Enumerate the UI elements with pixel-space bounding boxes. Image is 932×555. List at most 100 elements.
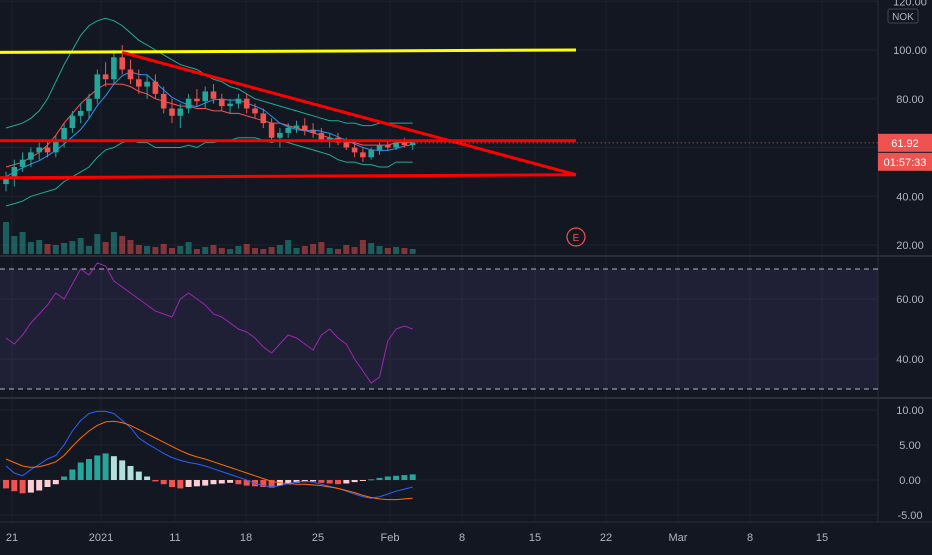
candle-body: [227, 103, 233, 107]
volume-bar: [335, 249, 341, 254]
candle-body: [19, 159, 26, 167]
macd-histogram-bar: [285, 480, 292, 485]
macd-histogram-bar: [69, 469, 76, 480]
macd-histogram-bar: [227, 480, 234, 483]
macd-histogram-bar: [310, 480, 317, 482]
volume-bar: [77, 238, 84, 254]
candle-body: [360, 152, 366, 158]
candle-body: [3, 176, 9, 185]
macd-pane: [3, 410, 416, 501]
candle-body: [69, 115, 76, 128]
macd-histogram-bar: [326, 480, 333, 484]
time-tick-label: 8: [459, 532, 465, 544]
candle-body: [285, 128, 291, 133]
rsi-line: [5, 262, 413, 384]
macd-histogram-bar: [11, 480, 18, 492]
candle-body: [102, 74, 109, 80]
earnings-marker: [566, 227, 586, 247]
currency-box: [887, 8, 919, 24]
macd-histogram-bar: [393, 475, 400, 480]
volume-bar: [276, 245, 283, 254]
countdown-label: 01:57:33: [884, 157, 927, 169]
candle-body: [36, 147, 42, 153]
candle-body: [252, 108, 258, 114]
volume-bar: [202, 247, 209, 254]
candle-body: [393, 142, 399, 148]
time-tick-label: 25: [312, 532, 324, 544]
price-tick-label: 100.00: [893, 45, 927, 57]
macd-histogram-bar: [401, 475, 408, 480]
volume-bar: [285, 240, 292, 254]
macd-histogram-bar: [94, 455, 101, 480]
support-line-lower: [0, 173, 577, 180]
macd-histogram-bar: [61, 476, 68, 480]
volume-bar: [94, 234, 101, 254]
candle-body: [368, 149, 374, 158]
volume-bar: [185, 242, 192, 254]
candle-body: [343, 142, 350, 148]
candle-body: [293, 125, 300, 128]
macd-histogram-bar: [119, 460, 126, 480]
candle-body: [318, 132, 325, 141]
candle-body: [86, 98, 92, 111]
candle-body: [219, 98, 225, 107]
macd-histogram-bar: [335, 480, 341, 485]
candle-body: [77, 110, 84, 116]
macd-histogram-bar: [127, 466, 134, 480]
price-tick-label: 20.00: [896, 240, 924, 252]
volume-bar: [27, 242, 34, 254]
last-price-label: 61.92: [891, 138, 919, 150]
time-tick-label: 18: [240, 532, 252, 544]
macd-line: [5, 410, 413, 499]
candle-body: [185, 98, 192, 109]
candle-body: [326, 137, 333, 141]
volume-bar: [144, 246, 151, 254]
volume-bar: [102, 242, 109, 254]
macd-histogram-bar: [260, 480, 267, 487]
earnings-label: E: [573, 233, 580, 244]
volume-bar: [401, 248, 408, 254]
volume-bar: [36, 240, 43, 254]
candle-body: [160, 93, 167, 109]
countdown-badge: [878, 152, 932, 171]
candle-body: [144, 81, 150, 87]
time-tick-label: 2021: [89, 532, 113, 544]
macd-histogram-bar: [293, 480, 300, 483]
time-tick-label: 11: [169, 532, 180, 544]
candle-body: [235, 98, 242, 104]
volume-bar: [52, 245, 59, 254]
candle-body: [11, 167, 18, 177]
macd-histogram-bar: [44, 480, 51, 487]
macd-histogram-bar: [185, 480, 192, 487]
candle-body: [119, 57, 125, 70]
volume-bar: [310, 244, 317, 254]
macd-histogram-bar: [177, 480, 184, 489]
macd-tick-label: 0.00: [899, 475, 920, 487]
volume-bar: [326, 248, 333, 254]
macd-histogram-bar: [144, 476, 151, 480]
macd-histogram-bar: [343, 480, 350, 484]
time-tick-label: 21: [6, 532, 18, 544]
macd-histogram-bar: [235, 480, 242, 485]
rsi-pane: [0, 262, 878, 390]
resistance-line-yellow: [0, 48, 577, 54]
macd-histogram-bar: [202, 480, 209, 486]
volume-bar: [376, 246, 383, 254]
candle-body: [310, 130, 316, 133]
volume-bar: [193, 249, 200, 254]
time-tick-label: 22: [600, 532, 612, 544]
last-price-badge: [878, 133, 932, 152]
volume-bar: [61, 243, 68, 254]
volume-bar: [243, 244, 250, 254]
macd-histogram-bar: [86, 459, 92, 480]
candle-body: [260, 113, 267, 124]
macd-signal-line: [5, 420, 413, 501]
candle-body: [302, 125, 308, 131]
volume-bar: [359, 240, 366, 254]
time-tick-label: 8: [747, 532, 753, 544]
volume-bar: [268, 247, 275, 254]
volume-bar: [127, 240, 134, 254]
candle-body: [53, 140, 59, 153]
